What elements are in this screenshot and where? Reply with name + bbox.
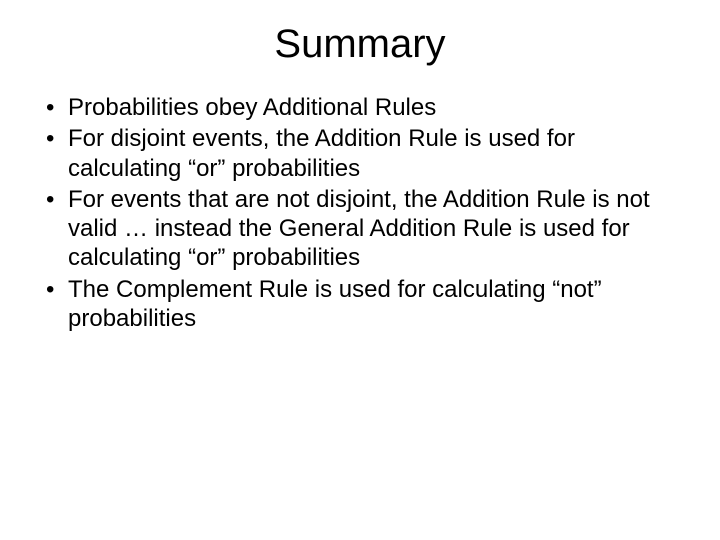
- bullet-list: Probabilities obey Additional Rules For …: [40, 93, 680, 333]
- list-item: The Complement Rule is used for calculat…: [40, 275, 680, 334]
- list-item: Probabilities obey Additional Rules: [40, 93, 680, 122]
- slide-body: Probabilities obey Additional Rules For …: [0, 75, 720, 333]
- slide: Summary Probabilities obey Additional Ru…: [0, 0, 720, 540]
- list-item: For disjoint events, the Addition Rule i…: [40, 124, 680, 183]
- slide-title: Summary: [0, 0, 720, 75]
- list-item: For events that are not disjoint, the Ad…: [40, 185, 680, 273]
